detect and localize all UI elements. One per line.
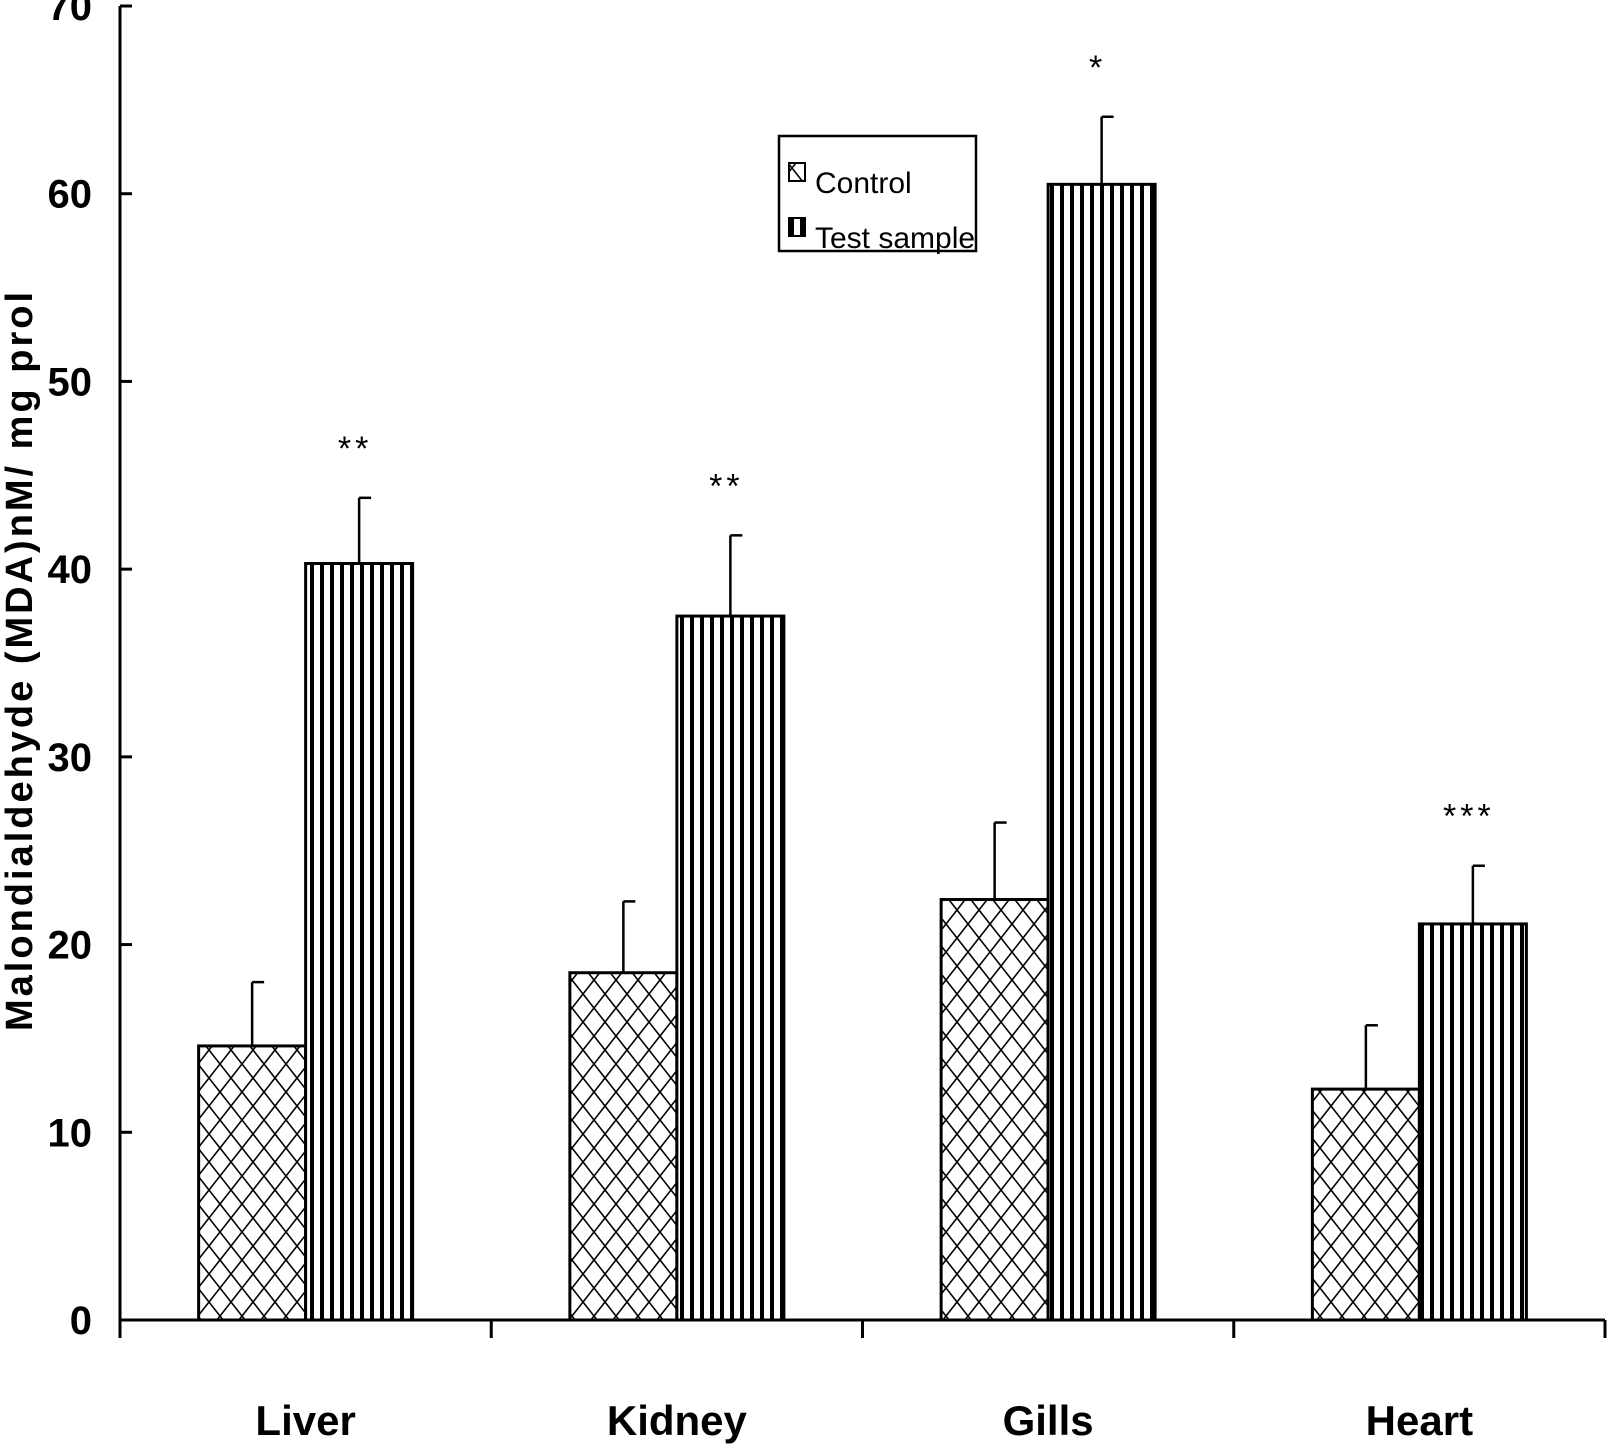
legend-box <box>777 134 978 253</box>
bar-control <box>197 1044 308 1322</box>
y-tick-label: 60 <box>48 173 93 217</box>
legend-swatch-test <box>788 217 806 237</box>
y-tick-label: 0 <box>70 1299 92 1343</box>
significance-marker: * <box>1089 49 1106 87</box>
significance-marker: *** <box>1443 798 1495 836</box>
bar-test-sample <box>1417 922 1528 1322</box>
legend-label-test: Test sample <box>815 222 975 255</box>
legend: Control Test sample <box>777 134 978 255</box>
y-tick-label: 70 <box>48 0 93 29</box>
significance-marker: ** <box>709 467 743 505</box>
legend-swatch-control <box>788 162 806 182</box>
y-tick-label: 30 <box>48 736 93 780</box>
bar-test-sample <box>304 562 415 1322</box>
y-tick-label: 10 <box>48 1111 93 1155</box>
error-bars <box>250 115 1485 1090</box>
y-tick-label: 50 <box>48 360 93 404</box>
bar-control <box>1310 1087 1421 1322</box>
category-label: Kidney <box>607 1397 748 1444</box>
significance-marker: ** <box>338 430 372 468</box>
bar-test-sample <box>1046 182 1157 1322</box>
bar-control <box>939 898 1050 1322</box>
category-label: Gills <box>1003 1397 1094 1444</box>
bar-test-sample <box>675 614 786 1322</box>
x-ticks <box>118 1320 1607 1338</box>
legend-label-control: Control <box>815 167 912 200</box>
y-ticks: 0 10 20 30 40 50 60 70 <box>48 0 132 1343</box>
y-tick-label: 20 <box>48 924 93 968</box>
significance-markers: ******** <box>338 49 1495 836</box>
y-axis-label: Malondialdehyde (MDA)nM/ mg prol <box>0 289 41 1031</box>
category-label: Liver <box>255 1397 355 1444</box>
bars <box>197 182 1528 1322</box>
category-label: Heart <box>1366 1397 1473 1444</box>
y-tick-label: 40 <box>48 548 93 592</box>
category-labels: Liver Kidney Gills Heart <box>255 1397 1473 1444</box>
bar-control <box>568 971 679 1322</box>
